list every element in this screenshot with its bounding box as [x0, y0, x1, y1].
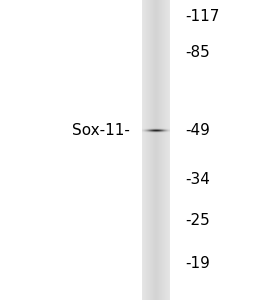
- Text: -49: -49: [185, 123, 210, 138]
- Text: -19: -19: [185, 256, 210, 272]
- Text: -25: -25: [185, 213, 210, 228]
- Text: -85: -85: [185, 45, 210, 60]
- Text: Sox-11-: Sox-11-: [72, 123, 130, 138]
- Text: -34: -34: [185, 172, 210, 188]
- Text: -117: -117: [185, 9, 219, 24]
